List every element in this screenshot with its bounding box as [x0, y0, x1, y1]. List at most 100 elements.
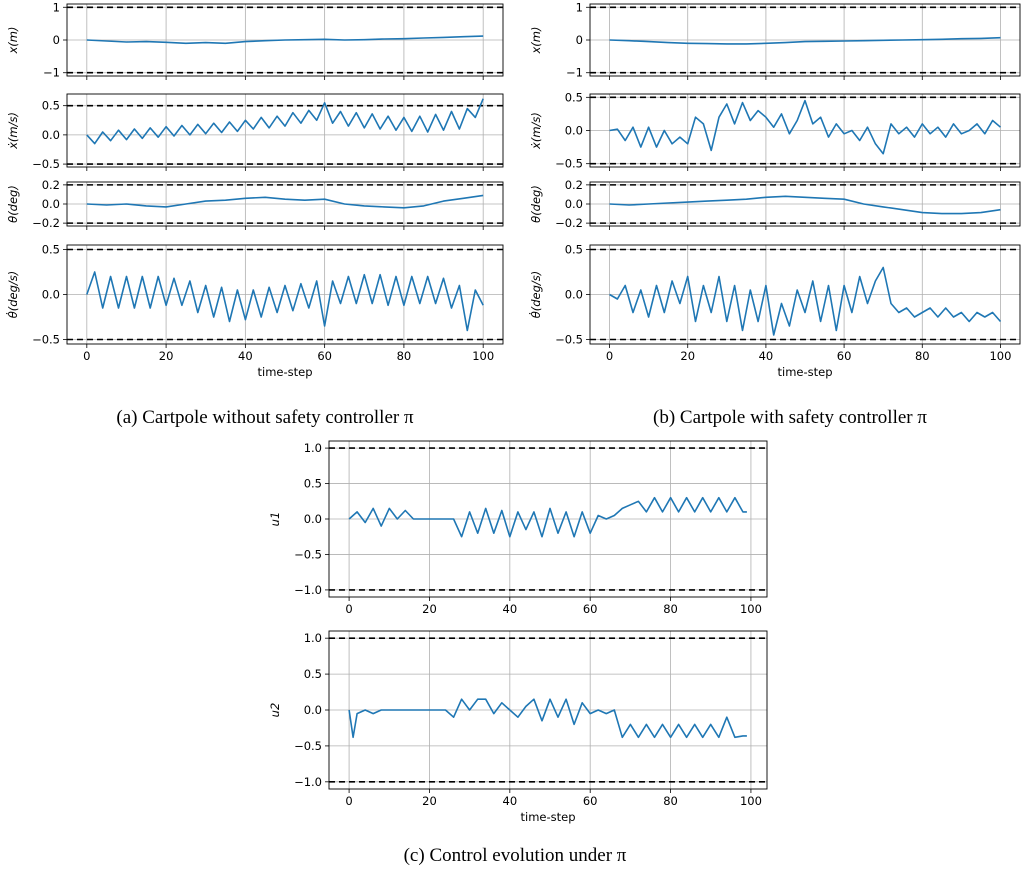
y-tick-label: 1.0: [304, 441, 322, 455]
series-line: [86, 271, 484, 332]
y-tick-label: −0.5: [294, 739, 322, 753]
y-tick-label: −1: [566, 66, 583, 80]
y-tick-label: −0.2: [555, 216, 583, 230]
y-axis-label: θ̇(deg/s): [5, 271, 20, 319]
series-line: [86, 98, 484, 145]
y-tick-label: 1: [576, 0, 583, 14]
x-tick-label: 20: [159, 349, 174, 363]
y-tick-label: 0.0: [42, 128, 60, 142]
subplot-a-1: 0.5 0.0 −0.5 ẋ(m/s): [6, 93, 504, 171]
x-tick-label: 60: [317, 349, 332, 363]
subplot-c-9: 0 20 40 60 80 100 1.0 0.5 0.0 −0.5 −1.0 u2 time-step: [268, 630, 768, 824]
y-tick-label: 0.0: [565, 288, 583, 302]
series-line: [609, 195, 1001, 215]
x-tick-label: 0: [83, 349, 90, 363]
y-axis-label: u1: [268, 512, 282, 527]
axes-frame: [589, 181, 1021, 227]
y-axis-label: x(m): [6, 27, 20, 55]
axes-frame: [66, 244, 504, 345]
x-tick-label: 80: [663, 794, 678, 808]
y-axis-label: θ(deg): [529, 185, 543, 223]
series-line: [609, 36, 1001, 45]
y-tick-label: 0.0: [42, 197, 60, 211]
y-tick-label: −0.5: [555, 333, 583, 347]
y-axis-label: ẋ(m/s): [529, 112, 543, 150]
x-tick-label: 0: [606, 349, 613, 363]
y-tick-label: −1: [43, 66, 60, 80]
x-tick-label: 20: [422, 794, 437, 808]
y-tick-label: 1: [53, 0, 60, 14]
y-tick-label: 0.5: [42, 99, 60, 113]
y-tick-label: −0.5: [32, 333, 60, 347]
y-tick-label: 0.0: [304, 512, 322, 526]
y-tick-label: −0.5: [32, 157, 60, 171]
subplot-b-7: 0 20 40 60 80 100 0.5 0.0 −0.5 θ̇(deg/s) time-step: [528, 243, 1021, 379]
y-tick-label: 0.0: [565, 124, 583, 138]
series-line: [86, 35, 484, 45]
y-axis-label: ẋ(m/s): [6, 112, 20, 150]
y-tick-label: 0.2: [565, 178, 583, 192]
y-tick-label: −1.0: [294, 775, 322, 789]
x-tick-label: 40: [759, 349, 774, 363]
subplot-b-5: 0.5 0.0 −0.5 ẋ(m/s): [529, 90, 1021, 171]
series-line: [348, 698, 747, 739]
x-tick-label: 60: [583, 602, 598, 616]
x-tick-label: 100: [740, 794, 762, 808]
axes-frame: [66, 3, 504, 77]
x-tick-label: 80: [397, 349, 412, 363]
x-tick-label: 20: [422, 602, 437, 616]
x-axis-label: time-step: [777, 365, 832, 379]
x-tick-label: 60: [837, 349, 852, 363]
axes-frame: [66, 181, 504, 227]
x-tick-label: 60: [583, 794, 598, 808]
y-tick-label: 0.5: [304, 667, 322, 681]
axes-frame: [589, 93, 1021, 168]
y-axis-label: θ(deg): [6, 185, 20, 223]
subplot-c-8: 0 20 40 60 80 100 1.0 0.5 0.0 −0.5 −1.0 u1: [268, 440, 768, 616]
x-axis-label: time-step: [520, 810, 575, 824]
caption-b: (b) Cartpole with safety controller π: [653, 407, 927, 428]
caption-c: (c) Control evolution under π: [403, 845, 627, 866]
x-tick-label: 0: [345, 602, 352, 616]
y-tick-label: −0.2: [32, 216, 60, 230]
y-tick-label: 0.5: [565, 90, 583, 104]
x-tick-label: 40: [238, 349, 253, 363]
x-axis-label: time-step: [257, 365, 312, 379]
x-tick-label: 40: [503, 602, 518, 616]
y-tick-label: 0.0: [304, 703, 322, 717]
y-axis-label: u2: [268, 703, 282, 718]
axes-frame: [589, 3, 1021, 77]
y-tick-label: −0.5: [555, 157, 583, 171]
series-line: [86, 194, 484, 209]
y-tick-label: −0.5: [294, 547, 322, 561]
x-tick-label: 100: [740, 602, 762, 616]
caption-a: (a) Cartpole without safety controller π: [116, 407, 414, 428]
y-tick-label: 0: [53, 33, 60, 47]
axes-frame: [589, 244, 1021, 345]
y-tick-label: 0.5: [565, 243, 583, 257]
subplot-b-6: 0.2 0.0 −0.2 θ(deg): [529, 178, 1021, 230]
subplot-a-2: 0.2 0.0 −0.2 θ(deg): [6, 178, 504, 230]
series-line: [609, 266, 1002, 336]
series-line: [609, 99, 1002, 155]
y-axis-label: x(m): [529, 27, 543, 55]
x-tick-label: 80: [915, 349, 930, 363]
x-tick-label: 40: [503, 794, 518, 808]
axes-frame: [328, 630, 768, 790]
y-tick-label: −1.0: [294, 583, 322, 597]
x-tick-label: 0: [345, 794, 352, 808]
y-tick-label: 0.0: [565, 197, 583, 211]
subplot-b-4: 1 0 −1 x(m): [529, 0, 1021, 80]
subplot-a-3: 0 20 40 60 80 100 0.5 0.0 −0.5 θ̇(deg/s) time-step: [5, 243, 504, 379]
x-tick-label: 100: [989, 349, 1011, 363]
x-tick-label: 20: [680, 349, 695, 363]
y-tick-label: 0: [576, 33, 583, 47]
y-tick-label: 0.2: [42, 178, 60, 192]
x-tick-label: 100: [472, 349, 494, 363]
y-tick-label: 1.0: [304, 631, 322, 645]
axes-frame: [328, 440, 768, 598]
x-tick-label: 80: [663, 602, 678, 616]
y-axis-label: θ̇(deg/s): [528, 271, 543, 319]
axes-frame: [66, 93, 504, 168]
